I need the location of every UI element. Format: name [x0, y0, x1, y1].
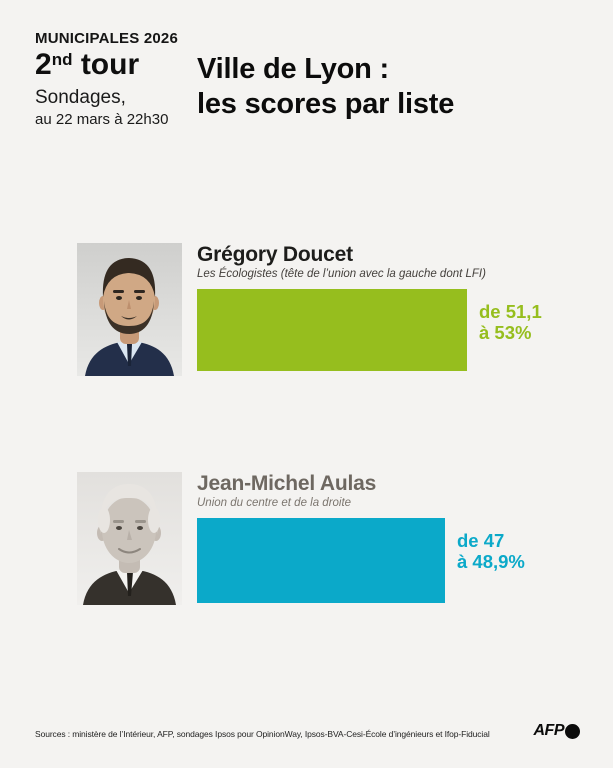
afp-logo-text: AFP [533, 722, 565, 739]
score-bar-row: de 47 à 48,9% [197, 518, 589, 603]
candidate-list-label: Union du centre et de la droite [197, 497, 352, 509]
page-title: Ville de Lyon : les scores par liste [197, 52, 454, 122]
candidate-photo-doucet [77, 243, 182, 376]
candidate-name: Grégory Doucet [197, 243, 353, 266]
score-bar-aulas [197, 518, 445, 603]
kicker-label: MUNICIPALES [35, 30, 140, 47]
candidate-row-doucet: Grégory Doucet Les Écologistes (tête de … [77, 243, 589, 376]
afp-logo-dot-icon [565, 723, 580, 739]
polls-label: Sondages, [35, 87, 126, 108]
round-word: tour [80, 48, 140, 81]
score-line2: à 53% [479, 322, 532, 343]
round-number: 2 [35, 48, 52, 81]
footer: Sources : ministère de l’Intérieur, AFP,… [35, 722, 580, 740]
score-line1: de 51,1 [479, 301, 542, 322]
page-title-line2: les scores par liste [197, 88, 455, 120]
kicker: MUNICIPALES 2026 [35, 30, 178, 47]
portrait-aulas-illustration [77, 472, 182, 605]
sources-text: Sources : ministère de l’Intérieur, AFP,… [35, 729, 490, 739]
score-line2: à 48,9% [457, 551, 525, 572]
score-line1: de 47 [457, 530, 505, 551]
score-bar-doucet [197, 289, 467, 371]
candidate-row-aulas: Jean-Michel Aulas Union du centre et de … [77, 472, 589, 605]
score-bar-row: de 51,1 à 53% [197, 289, 589, 371]
candidate-name: Jean-Michel Aulas [197, 472, 377, 495]
candidate-info-doucet: Grégory Doucet Les Écologistes (tête de … [197, 243, 589, 371]
candidate-photo-aulas [77, 472, 182, 605]
round-ordinal-suffix: nd [51, 50, 73, 69]
candidate-list-label: Les Écologistes (tête de l’union avec la… [197, 268, 486, 280]
page-title-line1: Ville de Lyon : [197, 53, 389, 85]
candidate-info-aulas: Jean-Michel Aulas Union du centre et de … [197, 472, 589, 603]
round-title: 2nd tour [35, 48, 139, 82]
score-label-aulas: de 47 à 48,9% [457, 518, 525, 572]
kicker-year: 2026 [143, 30, 178, 47]
score-label-doucet: de 51,1 à 53% [479, 289, 542, 343]
afp-logo: AFP [533, 722, 580, 740]
poll-date: au 22 mars à 22h30 [35, 111, 169, 128]
portrait-doucet-illustration [77, 243, 182, 376]
